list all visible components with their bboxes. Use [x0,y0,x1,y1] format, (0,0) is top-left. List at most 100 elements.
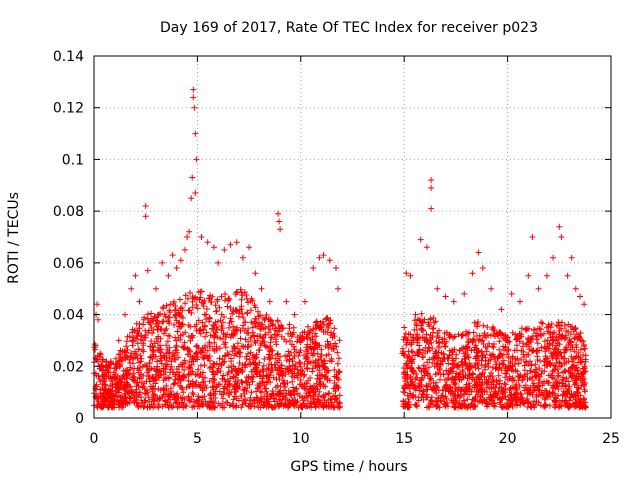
data-point [322,329,329,335]
data-point [569,344,576,351]
data-point [475,249,482,256]
data-point [492,389,499,396]
data-point [312,330,318,337]
data-point [183,384,190,391]
data-point [563,390,570,397]
data-point [487,351,493,358]
data-point [219,375,226,382]
data-point [480,322,487,329]
data-point [445,360,452,367]
data-point [518,347,525,354]
data-point [224,303,231,310]
data-point [147,353,154,360]
data-point [198,234,205,240]
data-point [188,309,195,316]
data-point [317,378,323,385]
data-point [186,228,193,235]
data-point [574,336,581,343]
data-point [285,330,292,337]
data-point [189,298,196,305]
data-point [423,331,430,338]
data-point [272,325,279,332]
data-point [181,366,188,373]
data-point [580,338,586,345]
data-point [455,331,462,338]
data-point [544,362,551,369]
data-point [199,387,206,394]
data-point [462,349,469,356]
data-point [216,304,223,311]
data-point [164,338,171,345]
data-point [322,383,329,390]
data-point [209,325,215,332]
data-point [228,358,235,365]
data-point [176,310,182,317]
data-point [226,402,233,408]
data-point [206,318,213,325]
data-point [320,362,326,369]
data-point [235,397,242,404]
data-point [516,338,523,345]
data-point [413,402,419,409]
data-point [244,330,250,336]
data-point [268,334,275,341]
data-point [218,311,225,318]
data-point [157,310,164,317]
data-point [474,360,481,367]
data-point [312,344,318,351]
data-point [162,327,169,334]
data-point [135,403,141,410]
data-point [420,354,426,361]
data-point [416,342,423,349]
data-point [140,348,147,355]
data-point [286,402,293,409]
data-point [437,397,444,404]
data-point [316,388,323,395]
data-point [233,382,240,389]
data-point [490,377,497,384]
data-point [521,400,528,407]
x-tick-label: 15 [395,431,413,447]
data-point [400,398,407,405]
data-point [208,364,215,371]
data-point [232,345,238,352]
data-point [214,326,221,333]
data-point [446,352,453,359]
data-point [454,363,461,370]
data-point [257,404,264,411]
data-point [99,381,106,388]
data-point [323,352,330,359]
data-point [182,292,189,299]
data-point [536,379,543,386]
data-point [566,403,573,410]
data-point [128,285,135,292]
y-tick-label: 0.08 [53,204,84,220]
data-point [236,313,242,320]
data-point [434,330,441,337]
data-point [419,327,426,334]
data-point [107,387,114,394]
data-point [149,317,156,324]
data-point [267,334,274,341]
data-point [163,342,170,349]
data-point [270,404,277,411]
data-point [468,388,475,395]
data-point [238,289,245,296]
data-point [210,371,217,378]
data-point [209,375,216,382]
data-point [306,329,312,336]
data-point [312,363,319,369]
data-point [168,358,175,365]
data-point [552,399,559,406]
data-point [204,306,210,312]
data-point [116,358,122,365]
data-point [456,376,463,383]
data-point [231,345,238,352]
data-point [471,397,478,404]
data-point [172,347,179,354]
data-point [187,289,193,296]
data-point [399,345,406,352]
data-point [143,390,149,397]
data-point [94,301,101,308]
data-point [155,401,162,408]
